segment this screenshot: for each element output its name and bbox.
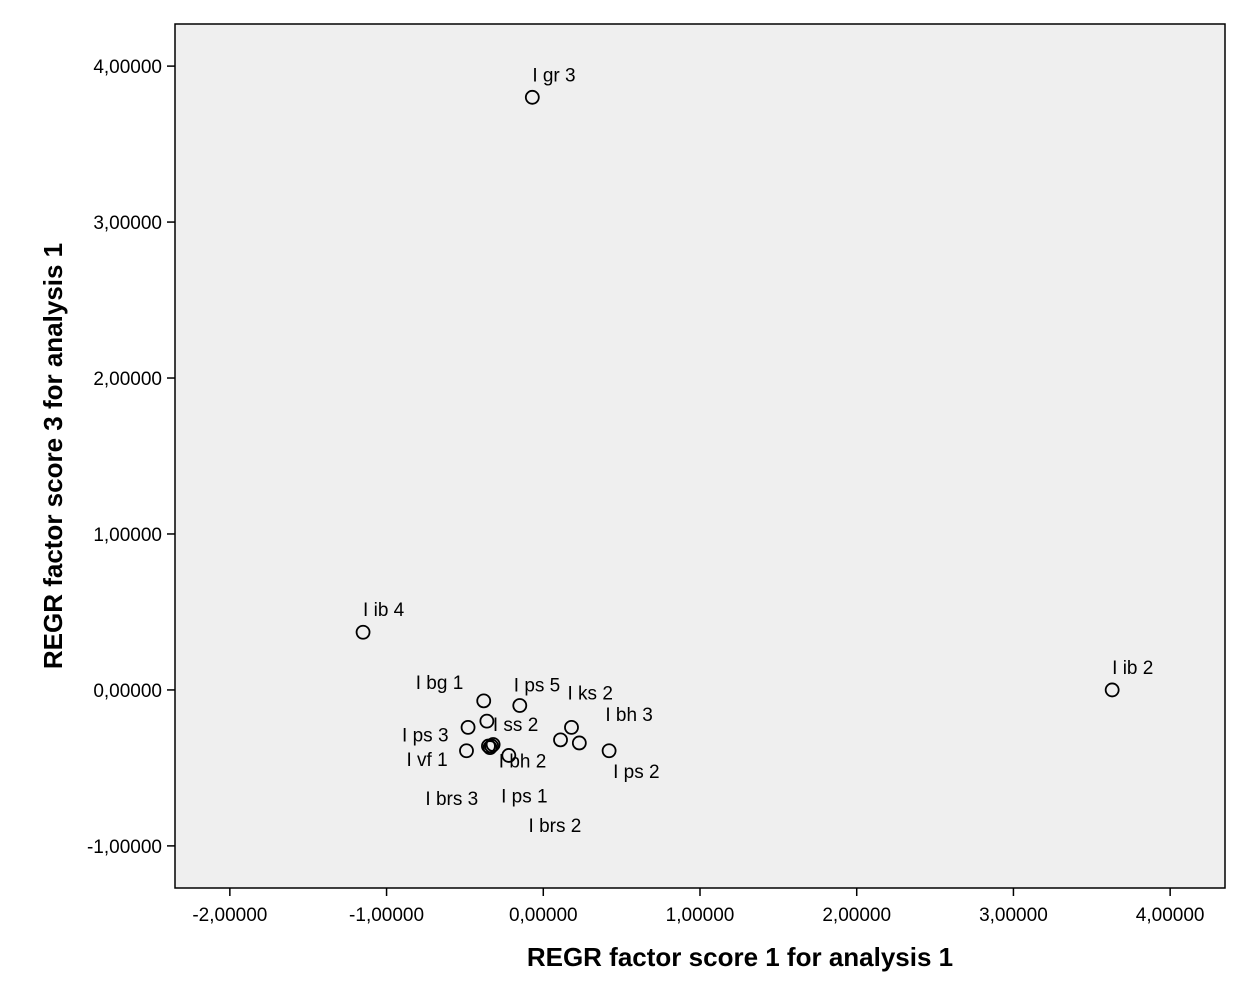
x-axis-ticks: -2,00000 -1,00000 0,00000 1,00000 2,00000 3,0… [192,888,1204,926]
x-tick-label: -1,00000 [349,905,424,926]
point-label: I ps 5 [514,676,560,697]
scatter-point [1104,682,1120,698]
x-axis-title: REGR factor score 1 for analysis 1 [527,942,953,972]
scatter-point [512,698,528,713]
scatter-point [553,732,568,748]
scatter-point [459,743,474,759]
point-label: I ib 2 [1112,658,1153,679]
scatter-point [484,738,499,754]
data-points [355,89,1120,763]
point-label: I ss 2 [493,715,538,736]
x-tick-label: 0,00000 [509,905,578,926]
scatter-point [601,743,617,759]
scatter-point [355,624,371,640]
y-tick-label: -1,00000 [87,837,162,858]
point-label: I bg 1 [416,673,464,694]
scatter-point [476,693,492,709]
scatter-point [485,737,501,752]
point-label: I ib 4 [363,600,405,621]
point-label: I ps 3 [402,725,448,746]
point-label: I gr 3 [532,65,575,86]
scatter-point [571,735,587,751]
scatter-point [482,740,498,756]
point-labels: I gr 3 I ib 4 I ib 2 I bg 1 I ps 5 I ks 2 I ps… [363,65,1153,837]
x-tick-label: -2,00000 [192,905,267,926]
point-label: I brs 2 [529,816,582,837]
scatter-point [524,89,540,105]
point-label: I ks 2 [567,683,612,704]
point-label: I ps 1 [501,787,547,808]
scatter-point [479,713,495,729]
point-label: I bh 3 [605,705,653,726]
y-tick-label: 0,00000 [93,681,162,702]
x-tick-label: 2,00000 [822,905,891,926]
scatter-point [501,748,517,763]
y-axis-ticks: -1,00000 0,00000 1,00000 2,00000 3,00000 4,00… [87,57,175,858]
point-label: I vf 1 [406,750,447,771]
x-tick-label: 4,00000 [1136,905,1205,926]
y-axis-title: REGR factor score 3 for analysis 1 [38,243,68,669]
y-tick-label: 4,00000 [93,57,162,78]
y-tick-label: 1,00000 [93,525,162,546]
scatter-point [564,719,579,735]
y-tick-label: 3,00000 [93,213,162,234]
y-tick-label: 2,00000 [93,369,162,390]
point-label: I bh 2 [499,751,547,772]
scatter-point [460,719,476,735]
point-label: I ps 2 [613,762,659,783]
point-label: I brs 3 [425,789,478,810]
x-tick-label: 1,00000 [666,905,735,926]
plot-area [174,23,1226,889]
x-tick-label: 3,00000 [979,905,1048,926]
